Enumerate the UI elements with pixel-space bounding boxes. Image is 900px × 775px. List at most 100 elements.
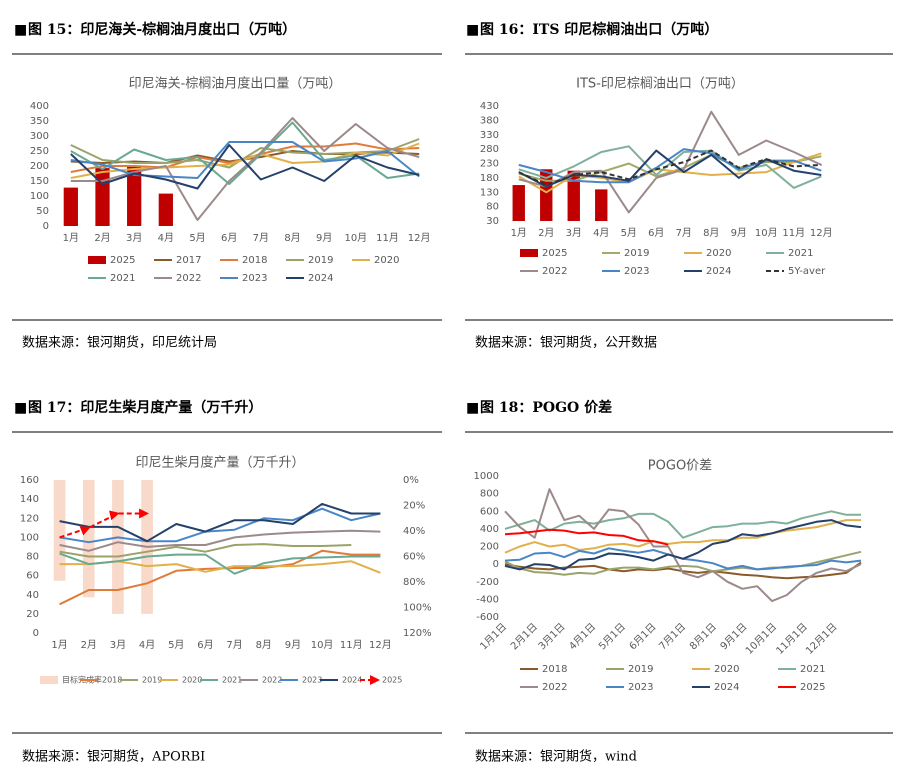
y-tick-label: 380 [480, 115, 499, 126]
bar [53, 480, 66, 581]
legend-swatch [520, 249, 538, 257]
bar [540, 169, 553, 221]
series-line [70, 121, 420, 185]
bullet: ■ [466, 400, 479, 416]
series-line [518, 110, 822, 214]
x-tick-label: 3月 [126, 232, 142, 244]
y-tick-label: 140 [20, 494, 39, 505]
series-line [518, 149, 822, 188]
x-tick-label: 5月 [168, 639, 184, 651]
figure-caption: 图 15：印尼海关-棕榈油月度出口（万吨） [28, 21, 296, 38]
legend-label: 2021 [222, 676, 242, 685]
y2-tick-label: 100% [403, 603, 432, 614]
x-tick-label: 6月 [221, 232, 237, 244]
y2-tick-label: 60% [403, 552, 425, 563]
x-tick-label: 9月 [285, 639, 301, 651]
x-tick-label: 5月 [189, 232, 205, 244]
x-tick-label: 12月 [369, 639, 392, 651]
series-line [59, 507, 381, 544]
source-note: 数据来源：银河期货，印尼统计局 [22, 335, 217, 351]
y-tick-label: 280 [480, 144, 499, 155]
chart-title: 印尼海关-棕榈油月度出口量（万吨） [129, 76, 342, 92]
x-tick-label: 4月 [593, 227, 609, 239]
x-tick-label: 8月 [284, 232, 300, 244]
legend-swatch [88, 256, 106, 264]
x-tick-label: 8月 [703, 227, 719, 239]
x-tick-label: 3月 [110, 639, 126, 651]
x-tick-label: 11月1日 [774, 621, 810, 657]
legend-label: 2020 [714, 664, 739, 675]
bullet: ■ [14, 400, 27, 416]
legend-label: 2019 [142, 676, 162, 685]
bullet: ■ [14, 22, 27, 38]
chart-title: ITS-印尼棕榈油出口（万吨） [576, 77, 744, 92]
legend-label: 5Y-aver [788, 266, 826, 277]
series-line [518, 145, 822, 189]
legend-label: 2017 [176, 255, 201, 266]
series-line [59, 543, 352, 558]
x-tick-label: 3月 [566, 227, 582, 239]
series-line [504, 519, 861, 554]
y-tick-label: 300 [30, 131, 49, 142]
bar [95, 168, 110, 226]
y-tick-label: 0 [33, 628, 39, 639]
source-note: 数据来源：银河期货，公开数据 [475, 335, 657, 351]
legend-label: 2024 [308, 273, 333, 284]
figure-caption: 图 18：POGO 价差 [480, 399, 612, 416]
x-tick-label: 6月 [197, 639, 213, 651]
y2-tick-label: 0% [403, 475, 419, 486]
legend-label: 2023 [302, 676, 322, 685]
x-tick-label: 4月 [158, 232, 174, 244]
figure-caption: 图 16：ITS 印尼棕榈油出口（万吨） [480, 21, 718, 38]
y2-tick-label: 80% [403, 577, 425, 588]
bar [82, 480, 95, 598]
x-tick-label: 11月 [782, 227, 805, 239]
y-tick-label: 120 [20, 513, 39, 524]
chart-title: POGO价差 [648, 459, 712, 474]
legend-label: 2024 [342, 676, 362, 685]
series-line [504, 510, 861, 539]
y-tick-label: 0 [43, 221, 49, 232]
y-tick-label: 50 [36, 206, 49, 217]
y-tick-label: 200 [480, 542, 499, 553]
legend-label: 2025 [382, 676, 402, 685]
y-tick-label: 600 [480, 506, 499, 517]
x-tick-label: 11月 [376, 232, 399, 244]
bar [63, 187, 78, 226]
y2-tick-label: 120% [403, 628, 432, 639]
legend-label: 2023 [624, 266, 649, 277]
bar [512, 185, 525, 221]
y-tick-label: 100 [30, 191, 49, 202]
y-tick-label: 800 [480, 489, 499, 500]
bullet: ■ [466, 22, 479, 38]
y-tick-label: 1000 [474, 471, 499, 482]
y-tick-label: 200 [30, 161, 49, 172]
legend-label: 2024 [714, 682, 739, 693]
y-tick-label: 250 [30, 146, 49, 157]
x-tick-label: 2月 [94, 232, 110, 244]
y-tick-label: 400 [30, 101, 49, 112]
legend-label: 2020 [374, 255, 399, 266]
x-tick-label: 1月 [511, 227, 527, 239]
y-tick-label: 400 [480, 524, 499, 535]
y-tick-label: 100 [20, 532, 39, 543]
x-tick-label: 11月 [340, 639, 363, 651]
x-tick-label: 10月 [344, 232, 367, 244]
legend-swatch [40, 676, 58, 684]
x-tick-label: 1月 [51, 639, 67, 651]
series-line [504, 528, 669, 546]
y-tick-label: -600 [476, 612, 499, 623]
x-tick-label: 3月1日 [536, 621, 568, 653]
x-tick-label: 1月 [63, 232, 79, 244]
y-tick-label: 40 [26, 590, 39, 601]
y-tick-label: 80 [26, 552, 39, 563]
y-tick-label: 160 [20, 475, 39, 486]
x-tick-label: 12月 [408, 232, 431, 244]
y-tick-label: 180 [480, 173, 499, 184]
series-line [59, 549, 381, 606]
series-line [504, 488, 862, 603]
x-tick-label: 9月 [731, 227, 747, 239]
legend-label: 2018 [542, 664, 567, 675]
legend-label: 2018 [242, 255, 267, 266]
x-tick-label: 7月 [253, 232, 269, 244]
